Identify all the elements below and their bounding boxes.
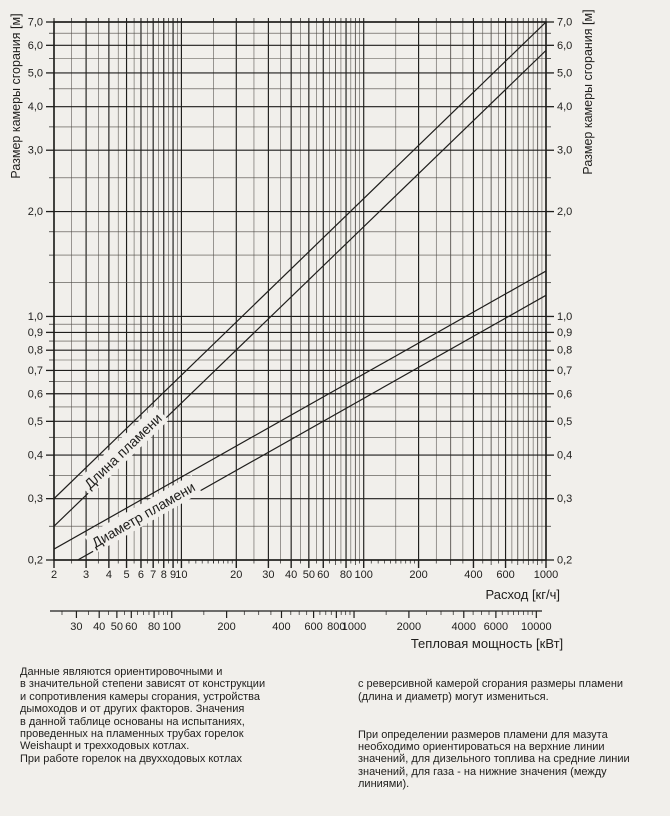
svg-text:0,8: 0,8 [557, 345, 572, 357]
svg-text:6000: 6000 [484, 621, 508, 633]
svg-text:5: 5 [123, 569, 129, 581]
svg-text:6,0: 6,0 [28, 40, 43, 52]
svg-text:4,0: 4,0 [557, 101, 572, 113]
svg-text:100: 100 [355, 569, 373, 581]
svg-text:6,0: 6,0 [557, 40, 572, 52]
grid [53, 21, 547, 561]
notes-left-column: Данные являются ориентировочными и в зна… [20, 666, 266, 765]
svg-text:0,3: 0,3 [28, 493, 43, 505]
svg-text:3,0: 3,0 [557, 145, 572, 157]
svg-text:1000: 1000 [342, 621, 366, 633]
svg-text:8: 8 [161, 569, 167, 581]
svg-text:10: 10 [175, 569, 187, 581]
series-flame-length-upper [54, 22, 546, 500]
flame-length-label: Длина пламени [76, 405, 169, 496]
svg-text:200: 200 [409, 569, 427, 581]
svg-text:Длина пламени: Длина пламени [81, 410, 165, 492]
svg-text:400: 400 [464, 569, 482, 581]
svg-text:600: 600 [304, 621, 322, 633]
svg-text:9: 9 [170, 569, 176, 581]
flame-dimensions-chart: 2 3 4 5 6 7 8 9 10 20 30 40 50 60 80 100 200 400 600 1000 0,… [9, 9, 595, 651]
x-axis-title: Расход [кг/ч] [485, 587, 560, 602]
svg-text:200: 200 [217, 621, 235, 633]
svg-text:0,4: 0,4 [557, 450, 572, 462]
svg-text:80: 80 [340, 569, 352, 581]
svg-text:2: 2 [51, 569, 57, 581]
secondary-x-axis-title: Тепловая мощность [кВт] [411, 636, 563, 651]
chart-svg: 2 3 4 5 6 7 8 9 10 20 30 40 50 60 80 100 200 400 600 10000,… [9, 9, 595, 651]
svg-text:20: 20 [230, 569, 242, 581]
notes-right-paragraph-1: с реверсивной камерой сгорания размеры п… [358, 678, 624, 703]
svg-text:0,7: 0,7 [557, 365, 572, 377]
svg-text:0,2: 0,2 [557, 555, 572, 567]
svg-text:0,5: 0,5 [557, 416, 572, 428]
y-axis-title-left: Размер камеры сгорания [м] [9, 13, 23, 178]
flame-diameter-label: Диаметр пламени [84, 474, 202, 554]
svg-text:60: 60 [125, 621, 137, 633]
svg-text:80: 80 [148, 621, 160, 633]
svg-text:0,3: 0,3 [557, 493, 572, 505]
svg-text:100: 100 [163, 621, 181, 633]
svg-text:4,0: 4,0 [28, 101, 43, 113]
svg-text:2,0: 2,0 [557, 206, 572, 218]
svg-text:40: 40 [93, 621, 105, 633]
svg-text:10000: 10000 [521, 621, 552, 633]
svg-text:0,8: 0,8 [28, 345, 43, 357]
svg-text:50: 50 [303, 569, 315, 581]
svg-text:5,0: 5,0 [28, 67, 43, 79]
svg-text:1,0: 1,0 [557, 311, 572, 323]
axis-tick-labels: 2 3 4 5 6 7 8 9 10 20 30 40 50 60 80 100 200 400 600 1000 0,… [28, 17, 573, 582]
svg-text:60: 60 [317, 569, 329, 581]
svg-text:0,4: 0,4 [28, 450, 43, 462]
svg-text:6: 6 [138, 569, 144, 581]
svg-text:0,9: 0,9 [28, 327, 43, 339]
svg-text:0,5: 0,5 [28, 416, 43, 428]
svg-text:7: 7 [150, 569, 156, 581]
svg-text:800: 800 [327, 621, 345, 633]
svg-text:0,9: 0,9 [557, 327, 572, 339]
svg-text:30: 30 [70, 621, 82, 633]
notes-right-column: с реверсивной камерой сгорания размеры п… [358, 666, 660, 816]
svg-text:600: 600 [496, 569, 514, 581]
plot-border [53, 21, 547, 561]
svg-text:3,0: 3,0 [28, 145, 43, 157]
svg-text:3: 3 [83, 569, 89, 581]
notes-right-paragraph-2: При определении размеров пламени для маз… [358, 728, 630, 791]
svg-text:40: 40 [285, 569, 297, 581]
svg-text:1000: 1000 [534, 569, 558, 581]
svg-text:30: 30 [262, 569, 274, 581]
svg-text:4: 4 [106, 569, 112, 581]
svg-text:7,0: 7,0 [28, 17, 43, 29]
series-lines [54, 22, 546, 560]
series-flame-diameter-upper [54, 270, 546, 550]
svg-text:7,0: 7,0 [557, 17, 572, 29]
svg-text:2,0: 2,0 [28, 206, 43, 218]
y-axis-title-right: Размер камеры сгорания [м] [581, 9, 595, 174]
svg-text:1,0: 1,0 [28, 311, 43, 323]
svg-text:2000: 2000 [397, 621, 421, 633]
axis-ticks [46, 18, 554, 568]
svg-text:50: 50 [111, 621, 123, 633]
svg-text:0,6: 0,6 [557, 388, 572, 400]
svg-text:4000: 4000 [452, 621, 476, 633]
svg-text:5,0: 5,0 [557, 67, 572, 79]
svg-text:400: 400 [272, 621, 290, 633]
svg-text:0,2: 0,2 [28, 555, 43, 567]
svg-text:0,6: 0,6 [28, 388, 43, 400]
svg-text:0,7: 0,7 [28, 365, 43, 377]
